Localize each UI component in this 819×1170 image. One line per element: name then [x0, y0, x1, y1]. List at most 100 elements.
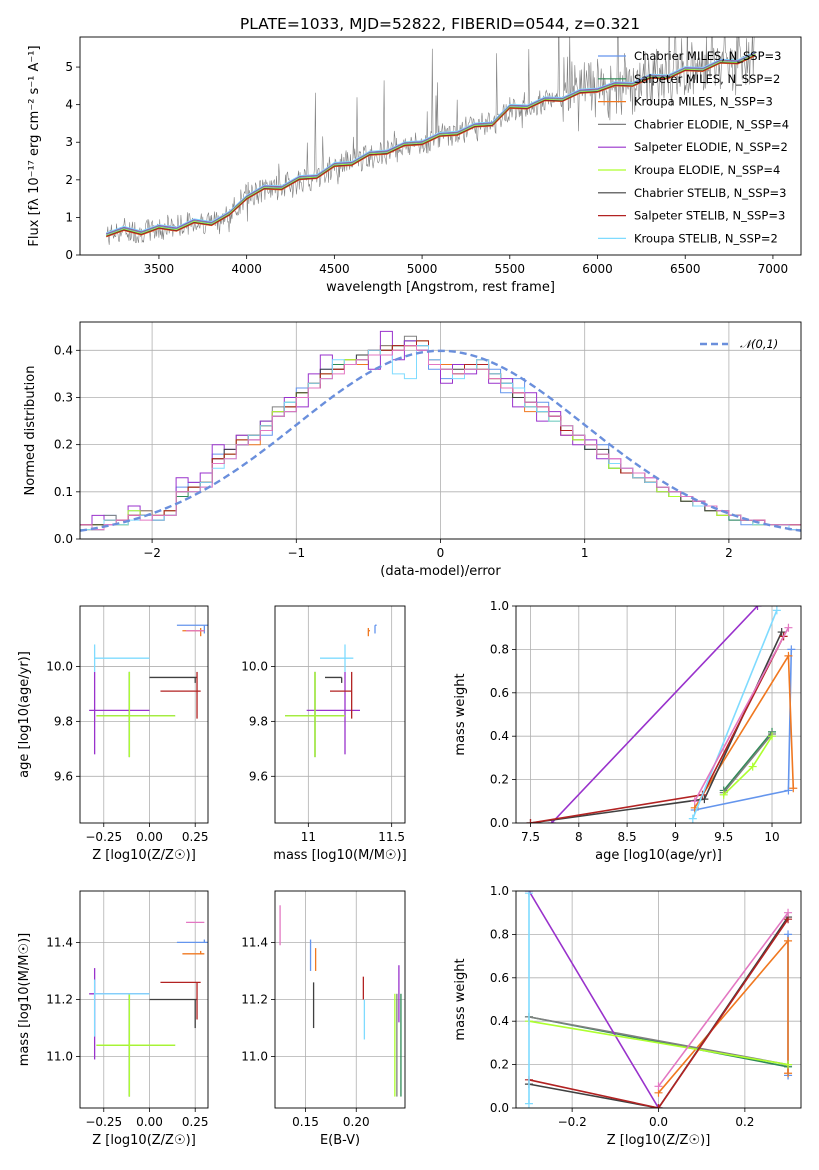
y-tick-label: 9.8 — [54, 714, 73, 728]
y-tick-label: 5 — [65, 60, 73, 74]
y-tick-label: 0.6 — [490, 971, 509, 985]
y-tick-label: 0.4 — [54, 343, 73, 357]
mass-weight-point — [784, 623, 793, 632]
x-tick-label: 0.00 — [136, 1115, 163, 1129]
x-axis-label: age [log10(age/yr)] — [595, 848, 722, 863]
y-tick-label: 0.2 — [54, 438, 73, 452]
x-tick-label: 0.15 — [292, 1115, 319, 1129]
mass-weight-point — [524, 891, 533, 898]
x-tick-label: 0 — [437, 546, 445, 560]
y-tick-label: 0.6 — [490, 686, 509, 700]
spectrum-panel: 3500 4000 4500 5000 5500 6000 6500 7000 0 1 2 3 4 5 wa… — [27, 36, 802, 295]
x-tick-label: 0.20 — [343, 1115, 370, 1129]
y-tick-label: 1.0 — [490, 599, 509, 613]
x-axis-label: (data-model)/error — [380, 564, 501, 579]
y-tick-label: 0.0 — [490, 1101, 509, 1115]
x-tick-label: 1 — [581, 546, 589, 560]
y-tick-label: 9.6 — [249, 769, 268, 783]
normal-reference-curve — [80, 349, 801, 532]
y-tick-label: 0.2 — [490, 1058, 509, 1072]
mass-weight-line — [528, 916, 789, 1108]
x-tick-label: 0.25 — [182, 830, 209, 844]
x-axis-label: wavelength [Angstrom, rest frame] — [326, 280, 555, 295]
mass-weight-line — [694, 653, 795, 809]
x-axis-label: Z [log10(Z/Z☉)] — [92, 848, 196, 863]
axes-frame — [79, 36, 802, 256]
mass-weight-point — [772, 606, 781, 615]
x-tick-label: 9.5 — [714, 830, 733, 844]
mass-weight-line — [723, 735, 773, 796]
y-tick-label: 3 — [65, 135, 73, 149]
mass-weight-point — [753, 606, 762, 610]
plot-area — [285, 624, 377, 758]
y-tick-label: 1 — [65, 210, 73, 224]
x-tick-label: −0.25 — [85, 1115, 122, 1129]
model-spectrum-line — [106, 54, 756, 238]
y-tick-label: 10.0 — [46, 659, 73, 673]
y-tick-label: 11.4 — [46, 935, 73, 949]
y-tick-label: 0.0 — [490, 816, 509, 830]
x-tick-label: 0.2 — [735, 1115, 754, 1129]
mass-weight-line — [693, 627, 790, 802]
y-tick-label: 0.4 — [490, 1014, 509, 1028]
mass-weight-line — [530, 636, 785, 823]
x-tick-label: 11.5 — [378, 830, 405, 844]
y-tick-label: 10.0 — [241, 659, 268, 673]
x-tick-label: −0.25 — [85, 830, 122, 844]
mass-weight-point — [688, 814, 697, 823]
mass-weight-line — [551, 606, 759, 823]
mass-weight-point — [654, 1082, 663, 1091]
legend-label: Chabrier MILES, N_SSP=3 — [634, 49, 781, 63]
mass-weight-point — [784, 786, 793, 795]
x-tick-label: 7.5 — [521, 830, 540, 844]
y-axis-label: mass weight — [453, 673, 468, 755]
mass-weight-line — [528, 1020, 789, 1066]
mass-vs-ebv-panel: 0.15 0.20 11.0 11.2 11.4 E(B-V) — [241, 890, 406, 1148]
y-tick-label: 2 — [65, 173, 73, 187]
x-axis-label: E(B-V) — [320, 1133, 360, 1148]
mass-weight-line — [528, 918, 789, 1108]
legend-label: Kroupa MILES, N_SSP=3 — [634, 95, 773, 109]
y-tick-label: 9.8 — [249, 714, 268, 728]
plot-area — [526, 606, 798, 823]
x-axis-label: Z [log10(Z/Z☉)] — [92, 1133, 196, 1148]
model-spectrum-line — [106, 53, 756, 236]
mass-vs-metallicity-panel: −0.25 0.00 0.25 11.0 11.2 11.4 Z [log10(Z/Z☉)]… — [17, 890, 209, 1148]
y-tick-label: 1.0 — [490, 884, 509, 898]
mass-weight-point — [787, 645, 796, 654]
x-tick-label: −2 — [143, 546, 161, 560]
y-axis-label: mass weight — [453, 958, 468, 1040]
plot-area — [106, 37, 756, 245]
x-tick-label: 11 — [301, 830, 316, 844]
y-tick-label: 11.0 — [241, 1050, 268, 1064]
age-vs-metallicity-panel: −0.25 0.00 0.25 9.6 9.8 10.0 Z [log10(Z/Z☉)] ag… — [17, 605, 209, 863]
mass-weight-point — [784, 936, 793, 945]
y-tick-label: 0.8 — [490, 927, 509, 941]
y-tick-label: 11.2 — [46, 993, 73, 1007]
y-tick-label: 11.0 — [46, 1050, 73, 1064]
x-tick-label: 7000 — [758, 262, 789, 276]
x-tick-label: 8.5 — [618, 830, 637, 844]
mass-weight-point — [719, 790, 728, 799]
mass-weight-point — [690, 797, 699, 806]
x-tick-label: 5000 — [407, 262, 438, 276]
axes-frame — [274, 605, 406, 824]
y-tick-label: 0 — [65, 248, 73, 262]
plot-area — [279, 905, 402, 1097]
y-tick-label: 0.1 — [54, 485, 73, 499]
x-tick-label: 10 — [764, 830, 779, 844]
y-axis-label: Normed distribution — [23, 366, 38, 496]
mass-weight-vs-age-panel: 7.5 8 8.5 9 9.5 10 0.0 0.2 0.4 0.6 0.8 1.0 age [log1… — [453, 599, 802, 863]
y-tick-label: 0.8 — [490, 642, 509, 656]
x-tick-label: 6500 — [670, 262, 701, 276]
x-tick-label: 0.00 — [136, 830, 163, 844]
mass-weight-vs-metallicity-panel: −0.2 0.0 0.2 0.0 0.2 0.4 0.6 0.8 1.0 Z [log10(Z/Z… — [453, 884, 802, 1148]
x-tick-label: 0.25 — [182, 1115, 209, 1129]
x-tick-label: −1 — [287, 546, 305, 560]
y-tick-label: 0.3 — [54, 390, 73, 404]
x-tick-label: 2 — [725, 546, 733, 560]
axes-frame — [515, 605, 802, 824]
plot-area — [80, 330, 801, 532]
mass-weight-line — [723, 731, 773, 792]
y-tick-label: 11.4 — [241, 935, 268, 949]
